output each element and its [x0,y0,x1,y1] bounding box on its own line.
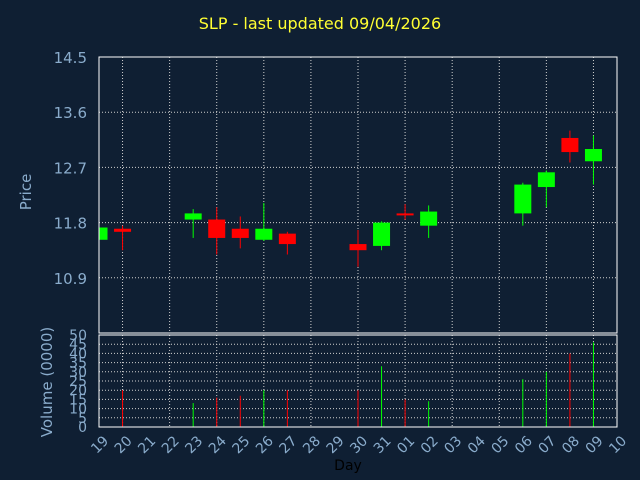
volume-tick-label: 25 [69,374,87,390]
day-tick-label: 20 [112,433,136,457]
day-tick-label: 03 [441,433,465,457]
candle-body [514,184,532,214]
day-axis-label: Day [334,458,362,474]
candle-body [255,228,273,240]
day-tick-label: 31 [371,433,395,457]
volume-tick-label: 50 [69,328,87,344]
candle [114,225,132,251]
day-tick-label: 02 [418,433,442,457]
volume-frame [98,334,618,428]
day-tick-label: 19 [88,433,112,457]
volume-tick-label: 15 [69,392,87,408]
day-tick-label: 04 [465,433,489,457]
price-tick-label: 13.6 [54,104,87,122]
candle [208,207,226,255]
day-tick-label: 27 [277,433,301,457]
candle [373,221,391,251]
volume-tick-label: 10 [69,402,87,418]
day-tick-label: 01 [394,433,418,457]
day-tick-label: 24 [206,433,230,457]
candle-body [99,227,108,240]
day-tick-label: 05 [488,433,512,457]
candle-body [349,244,367,251]
candle [396,204,414,220]
candle [349,229,367,267]
price-tick-label: 10.9 [54,270,87,288]
volume-tick-label: 20 [69,383,87,399]
candle-body [420,211,438,226]
day-tick-label: 26 [253,433,277,457]
price-tick-labels: 14.5 13.6 12.7 11.8 10.9 [54,49,87,288]
candle [98,227,108,241]
candle [537,170,555,208]
day-tick-label: 28 [300,433,324,457]
day-tick-labels: 19 20 21 22 23 24 25 26 27 28 29 30 31 01 02 03 04 05 06 07… [88,433,630,457]
day-tick-label: 21 [135,433,159,457]
candle-body [373,222,391,246]
candle-body [184,213,202,220]
volume-tick-label: 30 [69,365,87,381]
day-tick-label: 09 [583,433,607,457]
price-tick-label: 12.7 [54,159,87,177]
candle [278,231,296,255]
candle-body [208,219,226,238]
price-tick-label: 14.5 [54,49,87,67]
day-tick-label: 22 [159,433,183,457]
volume-tick-label: 0 [78,420,87,436]
day-tick-label: 29 [324,433,348,457]
candle [255,202,273,241]
candle-body [278,233,296,245]
candle-body [584,149,602,162]
volume-tick-label: 40 [69,346,87,362]
day-tick-label: 07 [536,433,560,457]
volume-tick-label: 45 [69,337,87,353]
day-tick-label: 25 [229,433,253,457]
volume-tick-label: 5 [78,411,87,427]
volume-series [122,342,594,427]
day-tick-label: 30 [347,433,371,457]
price-tick-label: 11.8 [54,215,87,233]
candle [561,130,579,163]
day-tick-label: 10 [606,433,630,457]
candle [584,135,602,185]
day-tick-label: 08 [559,433,583,457]
price-grid [99,56,617,333]
volume-tick-label: 35 [69,356,87,372]
candle-body [396,213,414,216]
plot-frames [98,56,618,428]
candle-body [231,228,249,238]
candle-body [537,172,555,188]
candle-body [114,228,132,232]
chart-title: SLP - last updated 09/04/2026 [198,14,442,33]
candle [420,205,438,238]
candlestick-series [98,130,602,267]
candle [514,182,532,226]
day-tick-label: 06 [512,433,536,457]
price-frame [98,56,618,334]
candle [231,216,249,249]
candle-body [561,137,579,153]
day-tick-label: 23 [182,433,206,457]
candle [184,209,202,238]
